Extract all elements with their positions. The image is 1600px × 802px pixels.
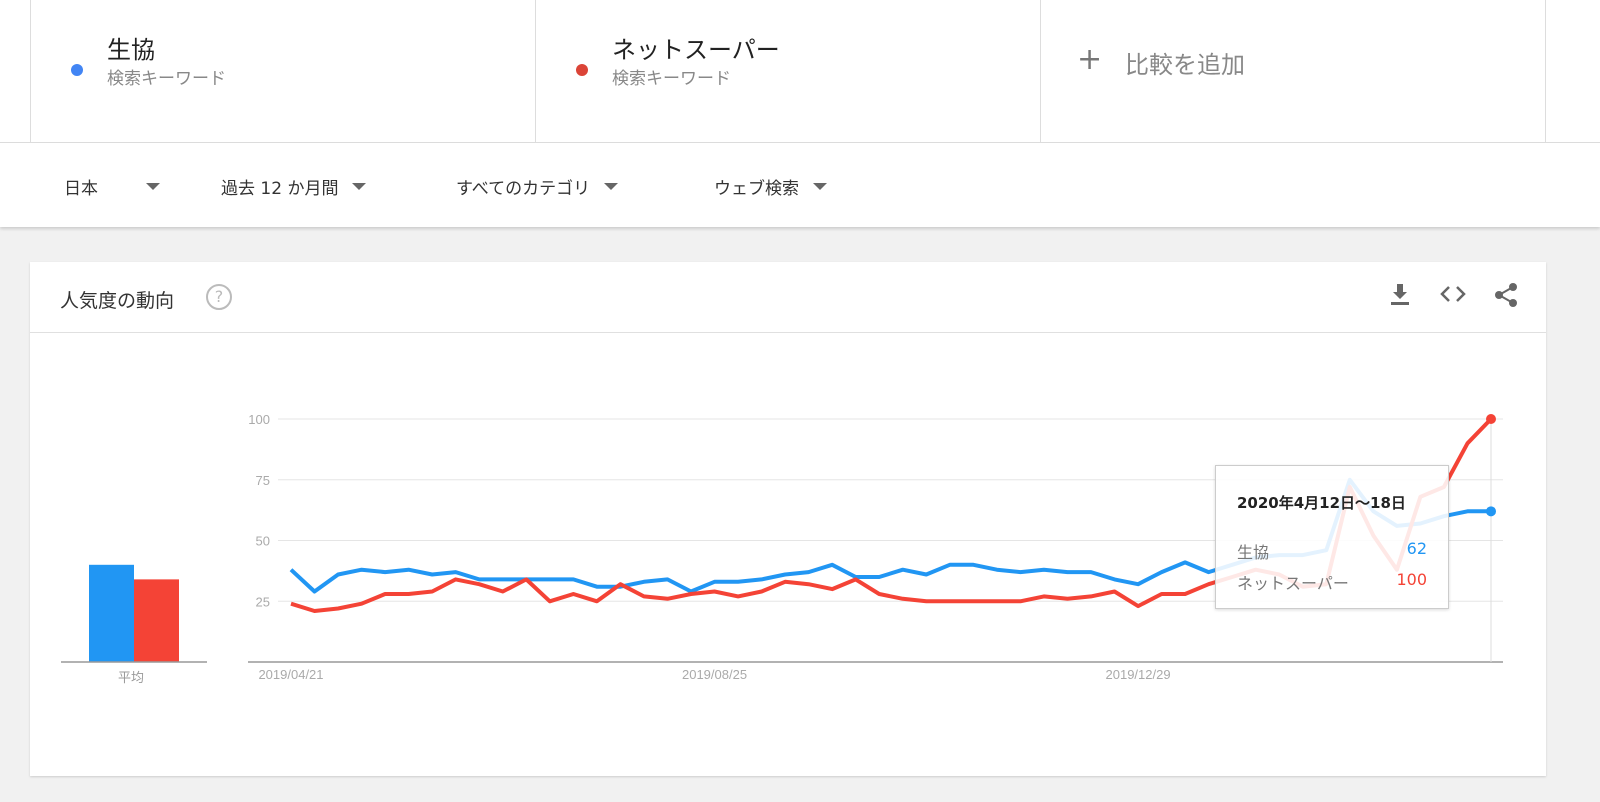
term-type: 検索キーワード [612, 69, 731, 89]
y-tick-label: 100 [248, 412, 270, 427]
average-label: 平均 [118, 671, 145, 686]
y-tick-label: 50 [256, 534, 270, 549]
category-value: すべてのカテゴリ [456, 179, 591, 199]
term-type: 検索キーワード [107, 69, 226, 89]
category-dropdown[interactable]: すべてのカテゴリ [456, 174, 619, 199]
add-comparison-label: 比較を追加 [1125, 51, 1245, 79]
x-tick-label: 2019/12/29 [1106, 667, 1171, 682]
tooltip-row-seikyo: 生協 62 [1237, 539, 1427, 563]
y-tick-label: 25 [256, 594, 270, 609]
x-tick-label: 2019/08/25 [682, 667, 747, 682]
period-dropdown[interactable]: 過去 12 か月間 [221, 174, 367, 199]
term-card-netsuper[interactable]: ネットスーパー 検索キーワード [535, 0, 1040, 143]
tooltip-term: 生協 [1237, 543, 1270, 562]
region-value: 日本 [64, 179, 98, 199]
chevron-down-icon [604, 183, 619, 190]
y-tick-label: 75 [256, 473, 270, 488]
filters-bar: 日本 過去 12 か月間 すべてのカテゴリ ウェブ検索 [0, 143, 1600, 227]
embed-icon[interactable] [1438, 282, 1468, 312]
series-color-dot [576, 64, 588, 76]
term-name: 生協 [107, 36, 155, 64]
x-tick-label: 2019/04/21 [258, 667, 323, 682]
card-title: 人気度の動向 [60, 290, 175, 312]
tooltip-date: 2020年4月12日〜18日 [1237, 494, 1406, 512]
term-name: ネットスーパー [612, 36, 780, 64]
card-header: 人気度の動向 ? [30, 262, 1546, 333]
chevron-down-icon [352, 183, 367, 190]
data-point [1486, 506, 1496, 517]
plus-icon: + [1077, 42, 1103, 77]
terms-bar: 生協 検索キーワード ネットスーパー 検索キーワード + 比較を追加 [0, 0, 1600, 143]
average-bar-1 [89, 564, 134, 662]
search-type-dropdown[interactable]: ウェブ検索 [714, 174, 827, 199]
tooltip-row-netsuper: ネットスーパー 100 [1237, 570, 1427, 594]
series-color-dot [71, 64, 83, 76]
chart-tooltip: 2020年4月12日〜18日 生協 62 ネットスーパー 100 [1215, 465, 1449, 609]
region-dropdown[interactable]: 日本 [64, 174, 160, 199]
data-point [1486, 414, 1496, 424]
tooltip-term: ネットスーパー [1237, 574, 1349, 593]
search-type-value: ウェブ検索 [714, 179, 799, 199]
average-bar-2 [134, 579, 179, 662]
download-icon[interactable] [1385, 282, 1415, 312]
period-value: 過去 12 か月間 [221, 179, 339, 199]
add-comparison-button[interactable]: + 比較を追加 [1040, 0, 1546, 143]
chevron-down-icon [146, 183, 160, 190]
term-card-seikyo[interactable]: 生協 検索キーワード [30, 0, 535, 143]
help-icon[interactable]: ? [206, 284, 232, 310]
chevron-down-icon [813, 183, 827, 190]
share-icon[interactable] [1491, 282, 1521, 312]
tooltip-value: 62 [1406, 539, 1427, 558]
tooltip-value: 100 [1396, 570, 1427, 589]
